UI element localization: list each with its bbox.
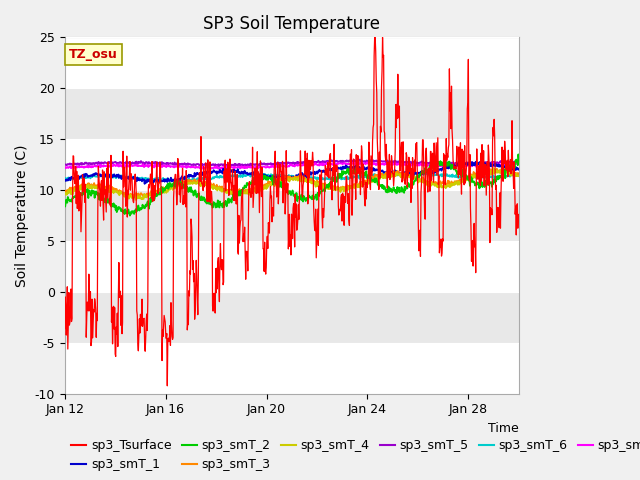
sp3_smT_7 xyxy=(77,164,85,170)
sp3_smT_3 xyxy=(515,171,523,177)
sp3_smT_3 xyxy=(319,181,326,187)
sp3_smT_5 xyxy=(356,156,364,162)
sp3_Tsurface xyxy=(61,326,68,332)
sp3_smT_7 xyxy=(168,163,175,169)
sp3_smT_5 xyxy=(429,161,436,167)
sp3_smT_6 xyxy=(515,171,523,177)
sp3_smT_5 xyxy=(515,158,523,164)
sp3_smT_4 xyxy=(132,197,140,203)
sp3_smT_1 xyxy=(141,181,148,187)
sp3_smT_4 xyxy=(168,185,176,191)
sp3_smT_3 xyxy=(251,185,259,191)
sp3_smT_2 xyxy=(251,180,259,186)
Bar xyxy=(65,88,519,139)
Line: sp3_smT_5: sp3_smT_5 xyxy=(65,159,519,166)
sp3_Tsurface xyxy=(227,179,234,185)
sp3_smT_7 xyxy=(251,165,259,170)
sp3_Tsurface xyxy=(429,150,436,156)
sp3_smT_4 xyxy=(490,166,498,172)
sp3_smT_2 xyxy=(227,197,234,203)
sp3_Tsurface xyxy=(77,229,85,235)
sp3_Tsurface xyxy=(319,225,326,231)
sp3_Tsurface xyxy=(515,218,523,224)
sp3_smT_5 xyxy=(251,161,259,167)
sp3_smT_4 xyxy=(77,187,85,192)
sp3_smT_5 xyxy=(61,161,68,167)
Bar xyxy=(65,190,519,241)
sp3_smT_5 xyxy=(227,161,234,167)
sp3_smT_4 xyxy=(515,173,523,179)
sp3_smT_1 xyxy=(319,169,326,175)
Title: SP3 Soil Temperature: SP3 Soil Temperature xyxy=(204,15,380,33)
sp3_smT_4 xyxy=(428,180,436,186)
Line: sp3_smT_6: sp3_smT_6 xyxy=(65,172,519,181)
sp3_smT_3 xyxy=(489,165,497,171)
sp3_smT_2 xyxy=(515,156,523,162)
sp3_smT_6 xyxy=(175,179,182,184)
sp3_smT_2 xyxy=(126,213,134,218)
sp3_smT_5 xyxy=(77,160,85,166)
sp3_smT_1 xyxy=(168,177,176,183)
sp3_smT_7 xyxy=(227,164,234,169)
sp3_Tsurface xyxy=(163,383,171,389)
sp3_smT_2 xyxy=(77,190,85,196)
Line: sp3_smT_7: sp3_smT_7 xyxy=(65,162,519,169)
Text: Time: Time xyxy=(488,422,519,435)
sp3_smT_6 xyxy=(61,175,68,181)
sp3_smT_2 xyxy=(428,165,436,170)
sp3_smT_6 xyxy=(77,174,85,180)
sp3_smT_7 xyxy=(61,164,68,169)
sp3_smT_3 xyxy=(168,184,176,190)
sp3_smT_3 xyxy=(428,181,436,187)
Line: sp3_smT_3: sp3_smT_3 xyxy=(65,168,519,198)
sp3_smT_3 xyxy=(140,195,147,201)
Bar xyxy=(65,292,519,343)
sp3_smT_5 xyxy=(202,163,210,169)
sp3_smT_5 xyxy=(319,158,326,164)
Line: sp3_smT_4: sp3_smT_4 xyxy=(65,169,519,200)
sp3_smT_4 xyxy=(251,188,259,193)
sp3_smT_1 xyxy=(61,177,68,182)
sp3_smT_7 xyxy=(319,161,326,167)
sp3_smT_7 xyxy=(363,159,371,165)
sp3_smT_2 xyxy=(61,203,68,209)
sp3_smT_4 xyxy=(227,191,234,197)
sp3_smT_2 xyxy=(168,183,176,189)
sp3_smT_7 xyxy=(220,167,227,172)
sp3_smT_2 xyxy=(515,152,522,157)
sp3_smT_4 xyxy=(61,192,68,198)
sp3_Tsurface xyxy=(251,165,259,171)
sp3_smT_6 xyxy=(319,175,326,181)
sp3_smT_1 xyxy=(251,171,259,177)
sp3_smT_4 xyxy=(319,182,326,188)
sp3_smT_1 xyxy=(515,167,523,172)
sp3_smT_2 xyxy=(319,188,326,193)
sp3_Tsurface xyxy=(168,334,176,339)
sp3_smT_1 xyxy=(472,159,479,165)
sp3_smT_1 xyxy=(428,169,436,175)
sp3_Tsurface xyxy=(371,35,378,40)
Legend: sp3_Tsurface, sp3_smT_1, sp3_smT_2, sp3_smT_3, sp3_smT_4, sp3_smT_5, sp3_smT_6, : sp3_Tsurface, sp3_smT_1, sp3_smT_2, sp3_… xyxy=(71,439,640,471)
sp3_smT_6 xyxy=(417,169,424,175)
sp3_smT_3 xyxy=(61,190,68,196)
Line: sp3_smT_2: sp3_smT_2 xyxy=(65,155,519,216)
sp3_smT_3 xyxy=(227,190,234,196)
sp3_smT_1 xyxy=(227,167,234,173)
sp3_smT_7 xyxy=(429,161,436,167)
Line: sp3_Tsurface: sp3_Tsurface xyxy=(65,37,519,386)
sp3_smT_6 xyxy=(429,173,436,179)
sp3_smT_6 xyxy=(251,172,259,178)
Y-axis label: Soil Temperature (C): Soil Temperature (C) xyxy=(15,144,29,287)
Text: TZ_osu: TZ_osu xyxy=(69,48,118,61)
sp3_smT_7 xyxy=(515,160,523,166)
sp3_smT_5 xyxy=(168,161,175,167)
Line: sp3_smT_1: sp3_smT_1 xyxy=(65,162,519,184)
sp3_smT_6 xyxy=(227,173,234,179)
sp3_smT_6 xyxy=(168,176,175,182)
sp3_smT_3 xyxy=(77,185,85,191)
sp3_smT_1 xyxy=(77,174,85,180)
